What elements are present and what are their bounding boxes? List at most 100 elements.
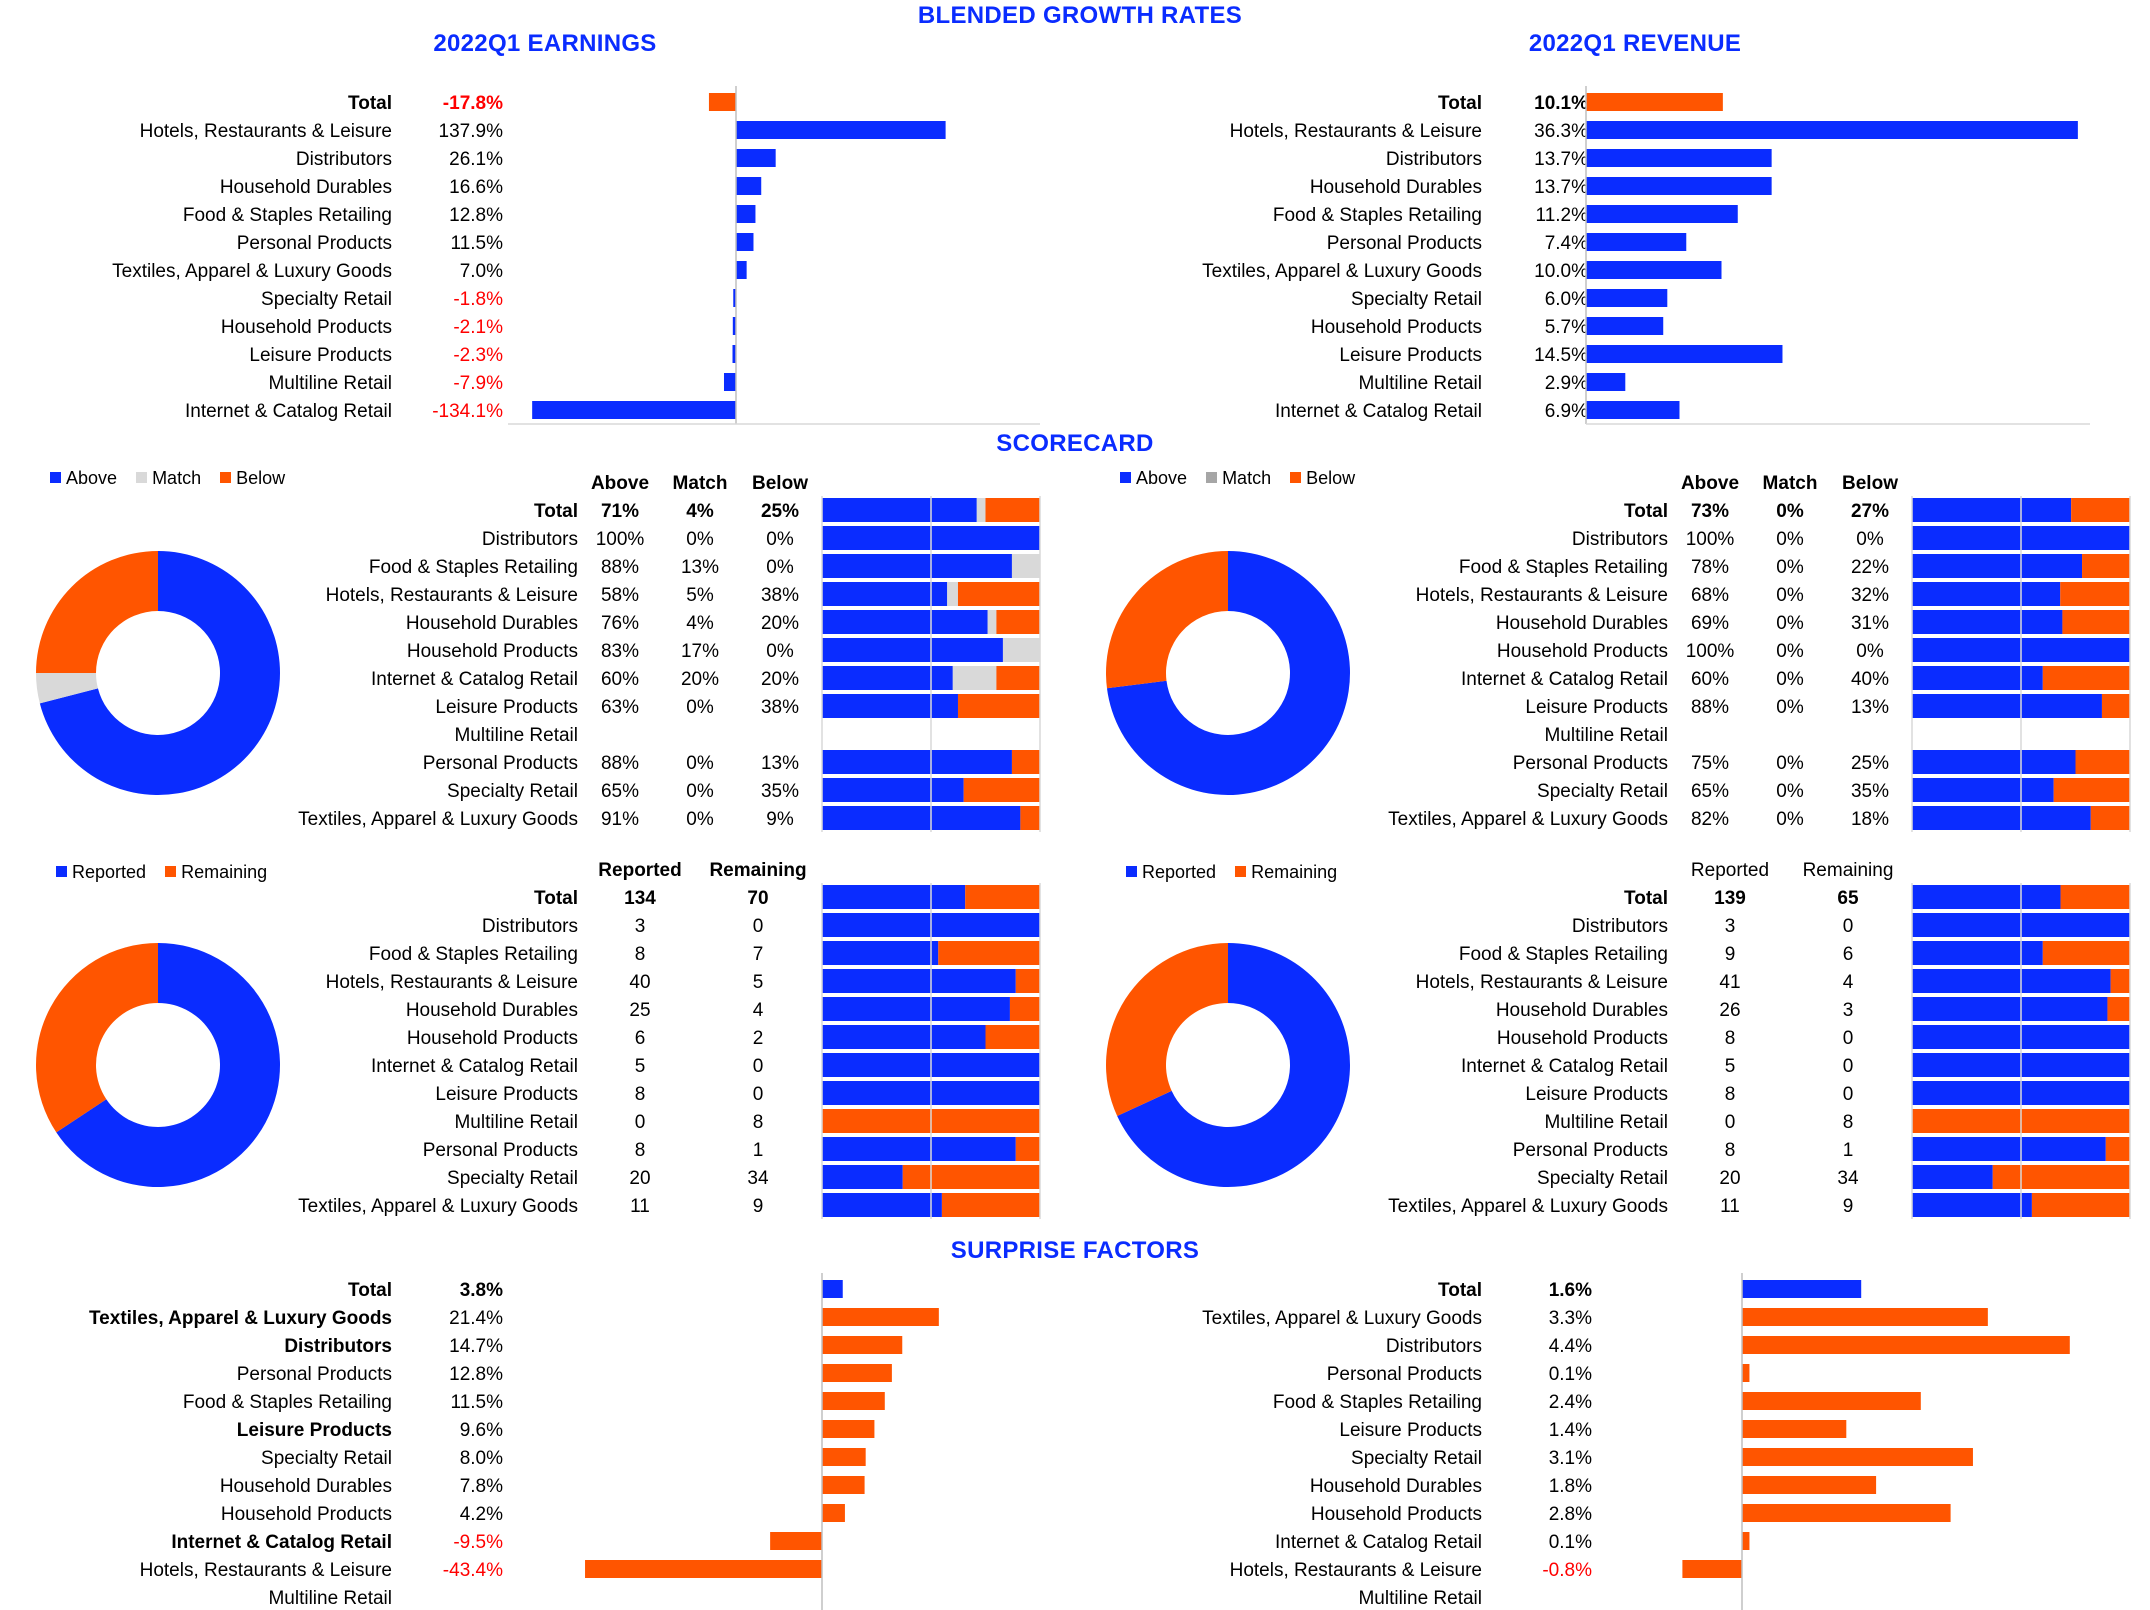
value-label: 9.6%	[460, 1420, 503, 1441]
donut-slice	[1106, 551, 1228, 689]
stacked-segment	[1912, 997, 2108, 1021]
bar	[1742, 1336, 2070, 1354]
stacked-segment	[987, 610, 997, 634]
value-label: 14.7%	[449, 1336, 503, 1357]
cell-value: 38%	[761, 697, 799, 718]
category-label: Total	[1624, 501, 1668, 522]
category-label: Textiles, Apparel & Luxury Goods	[112, 261, 392, 282]
stacked-segment	[822, 1025, 986, 1049]
cell-value: 65%	[601, 781, 639, 802]
cell-value: 0	[1843, 916, 1854, 937]
cell-value: 25	[629, 1000, 650, 1021]
cell-value: 0%	[1776, 753, 1804, 774]
stacked-segment	[947, 582, 958, 606]
category-label: Leisure Products	[249, 345, 392, 366]
cell-value: 6	[1843, 944, 1854, 965]
category-label: Specialty Retail	[261, 289, 392, 310]
bar	[732, 345, 736, 363]
stacked-segment	[2031, 1193, 2130, 1217]
stacked-segment	[976, 498, 986, 522]
cell-value: 0	[1843, 1084, 1854, 1105]
bar	[708, 93, 736, 111]
category-label: Specialty Retail	[1537, 781, 1668, 802]
cell-value: 75%	[1691, 753, 1729, 774]
category-label: Personal Products	[1513, 753, 1668, 774]
cell-value: 83%	[601, 641, 639, 662]
category-label: Multiline Retail	[1358, 373, 1482, 394]
stacked-segment	[2107, 997, 2130, 1021]
cell-value: 0%	[1776, 697, 1804, 718]
stacked-segment	[996, 610, 1040, 634]
category-label: Specialty Retail	[447, 781, 578, 802]
cell-value: 100%	[1686, 529, 1735, 550]
stacked-segment	[1020, 806, 1040, 830]
stacked-segment	[1912, 778, 2054, 802]
category-label: Internet & Catalog Retail	[1275, 1532, 1482, 1553]
value-label: 13.7%	[1534, 177, 1588, 198]
value-label: -7.9%	[453, 373, 503, 394]
cell-value: 0%	[1776, 585, 1804, 606]
stacked-segment	[1912, 1193, 2032, 1217]
category-label: Multiline Retail	[1358, 1588, 1482, 1609]
stacked-segment	[2101, 694, 2130, 718]
stacked-segment	[822, 498, 977, 522]
bar	[1586, 373, 1626, 391]
bar	[1742, 1476, 1877, 1494]
cell-value: 8	[1725, 1140, 1736, 1161]
bar	[1742, 1532, 1750, 1550]
cell-value: 20%	[681, 669, 719, 690]
cell-value: 8	[635, 1140, 646, 1161]
cell-value: 0%	[766, 529, 794, 550]
category-label: Household Durables	[406, 1000, 578, 1021]
column-header: Below	[752, 473, 808, 494]
stacked-segment	[1912, 610, 2063, 634]
scorecard-title: SCORECARD	[996, 430, 1154, 457]
category-label: Leisure Products	[1525, 697, 1668, 718]
bar	[822, 1392, 885, 1410]
stacked-segment	[2110, 969, 2130, 993]
cell-value: 0%	[686, 753, 714, 774]
stacked-segment	[941, 1193, 1040, 1217]
category-label: Personal Products	[1327, 1364, 1482, 1385]
category-label: Multiline Retail	[454, 725, 578, 746]
cell-value: 8	[1843, 1112, 1854, 1133]
value-label: -134.1%	[432, 401, 503, 422]
bar	[723, 373, 736, 391]
cell-value: 0%	[686, 781, 714, 802]
cell-value: 3	[635, 916, 646, 937]
earnings-title: 2022Q1 EARNINGS	[433, 30, 657, 57]
bar	[736, 149, 776, 167]
column-header: Above	[591, 473, 649, 494]
cell-value: 41	[1719, 972, 1740, 993]
value-label: 14.5%	[1534, 345, 1588, 366]
category-label: Personal Products	[423, 753, 578, 774]
category-label: Household Durables	[1496, 613, 1668, 634]
value-label: -1.8%	[453, 289, 503, 310]
value-label: 6.9%	[1545, 401, 1588, 422]
cell-value: 71%	[601, 501, 639, 522]
category-label: Leisure Products	[1339, 345, 1482, 366]
cell-value: 9	[1843, 1196, 1854, 1217]
value-label: 5.7%	[1545, 317, 1588, 338]
cell-value: 3	[1725, 916, 1736, 937]
surprise-title: SURPRISE FACTORS	[950, 1237, 1200, 1264]
stacked-segment	[2071, 498, 2130, 522]
category-label: Leisure Products	[435, 697, 578, 718]
cell-value: 40	[629, 972, 650, 993]
cell-value: 2	[753, 1028, 764, 1049]
legend-reported: Reported	[1142, 862, 1217, 882]
cell-value: 0%	[1776, 557, 1804, 578]
category-label: Hotels, Restaurants & Leisure	[1416, 972, 1668, 993]
category-label: Personal Products	[423, 1140, 578, 1161]
stacked-segment	[1912, 750, 2076, 774]
cell-value: 60%	[1691, 669, 1729, 690]
category-label: Total	[348, 93, 392, 114]
cell-value: 0%	[1856, 641, 1884, 662]
bar	[1586, 149, 1772, 167]
value-label: 1.8%	[1549, 1476, 1592, 1497]
cell-value: 1	[753, 1140, 764, 1161]
bar	[736, 177, 762, 195]
cell-value: 100%	[1686, 641, 1735, 662]
value-label: 10.1%	[1534, 93, 1588, 114]
cell-value: 25%	[761, 501, 799, 522]
